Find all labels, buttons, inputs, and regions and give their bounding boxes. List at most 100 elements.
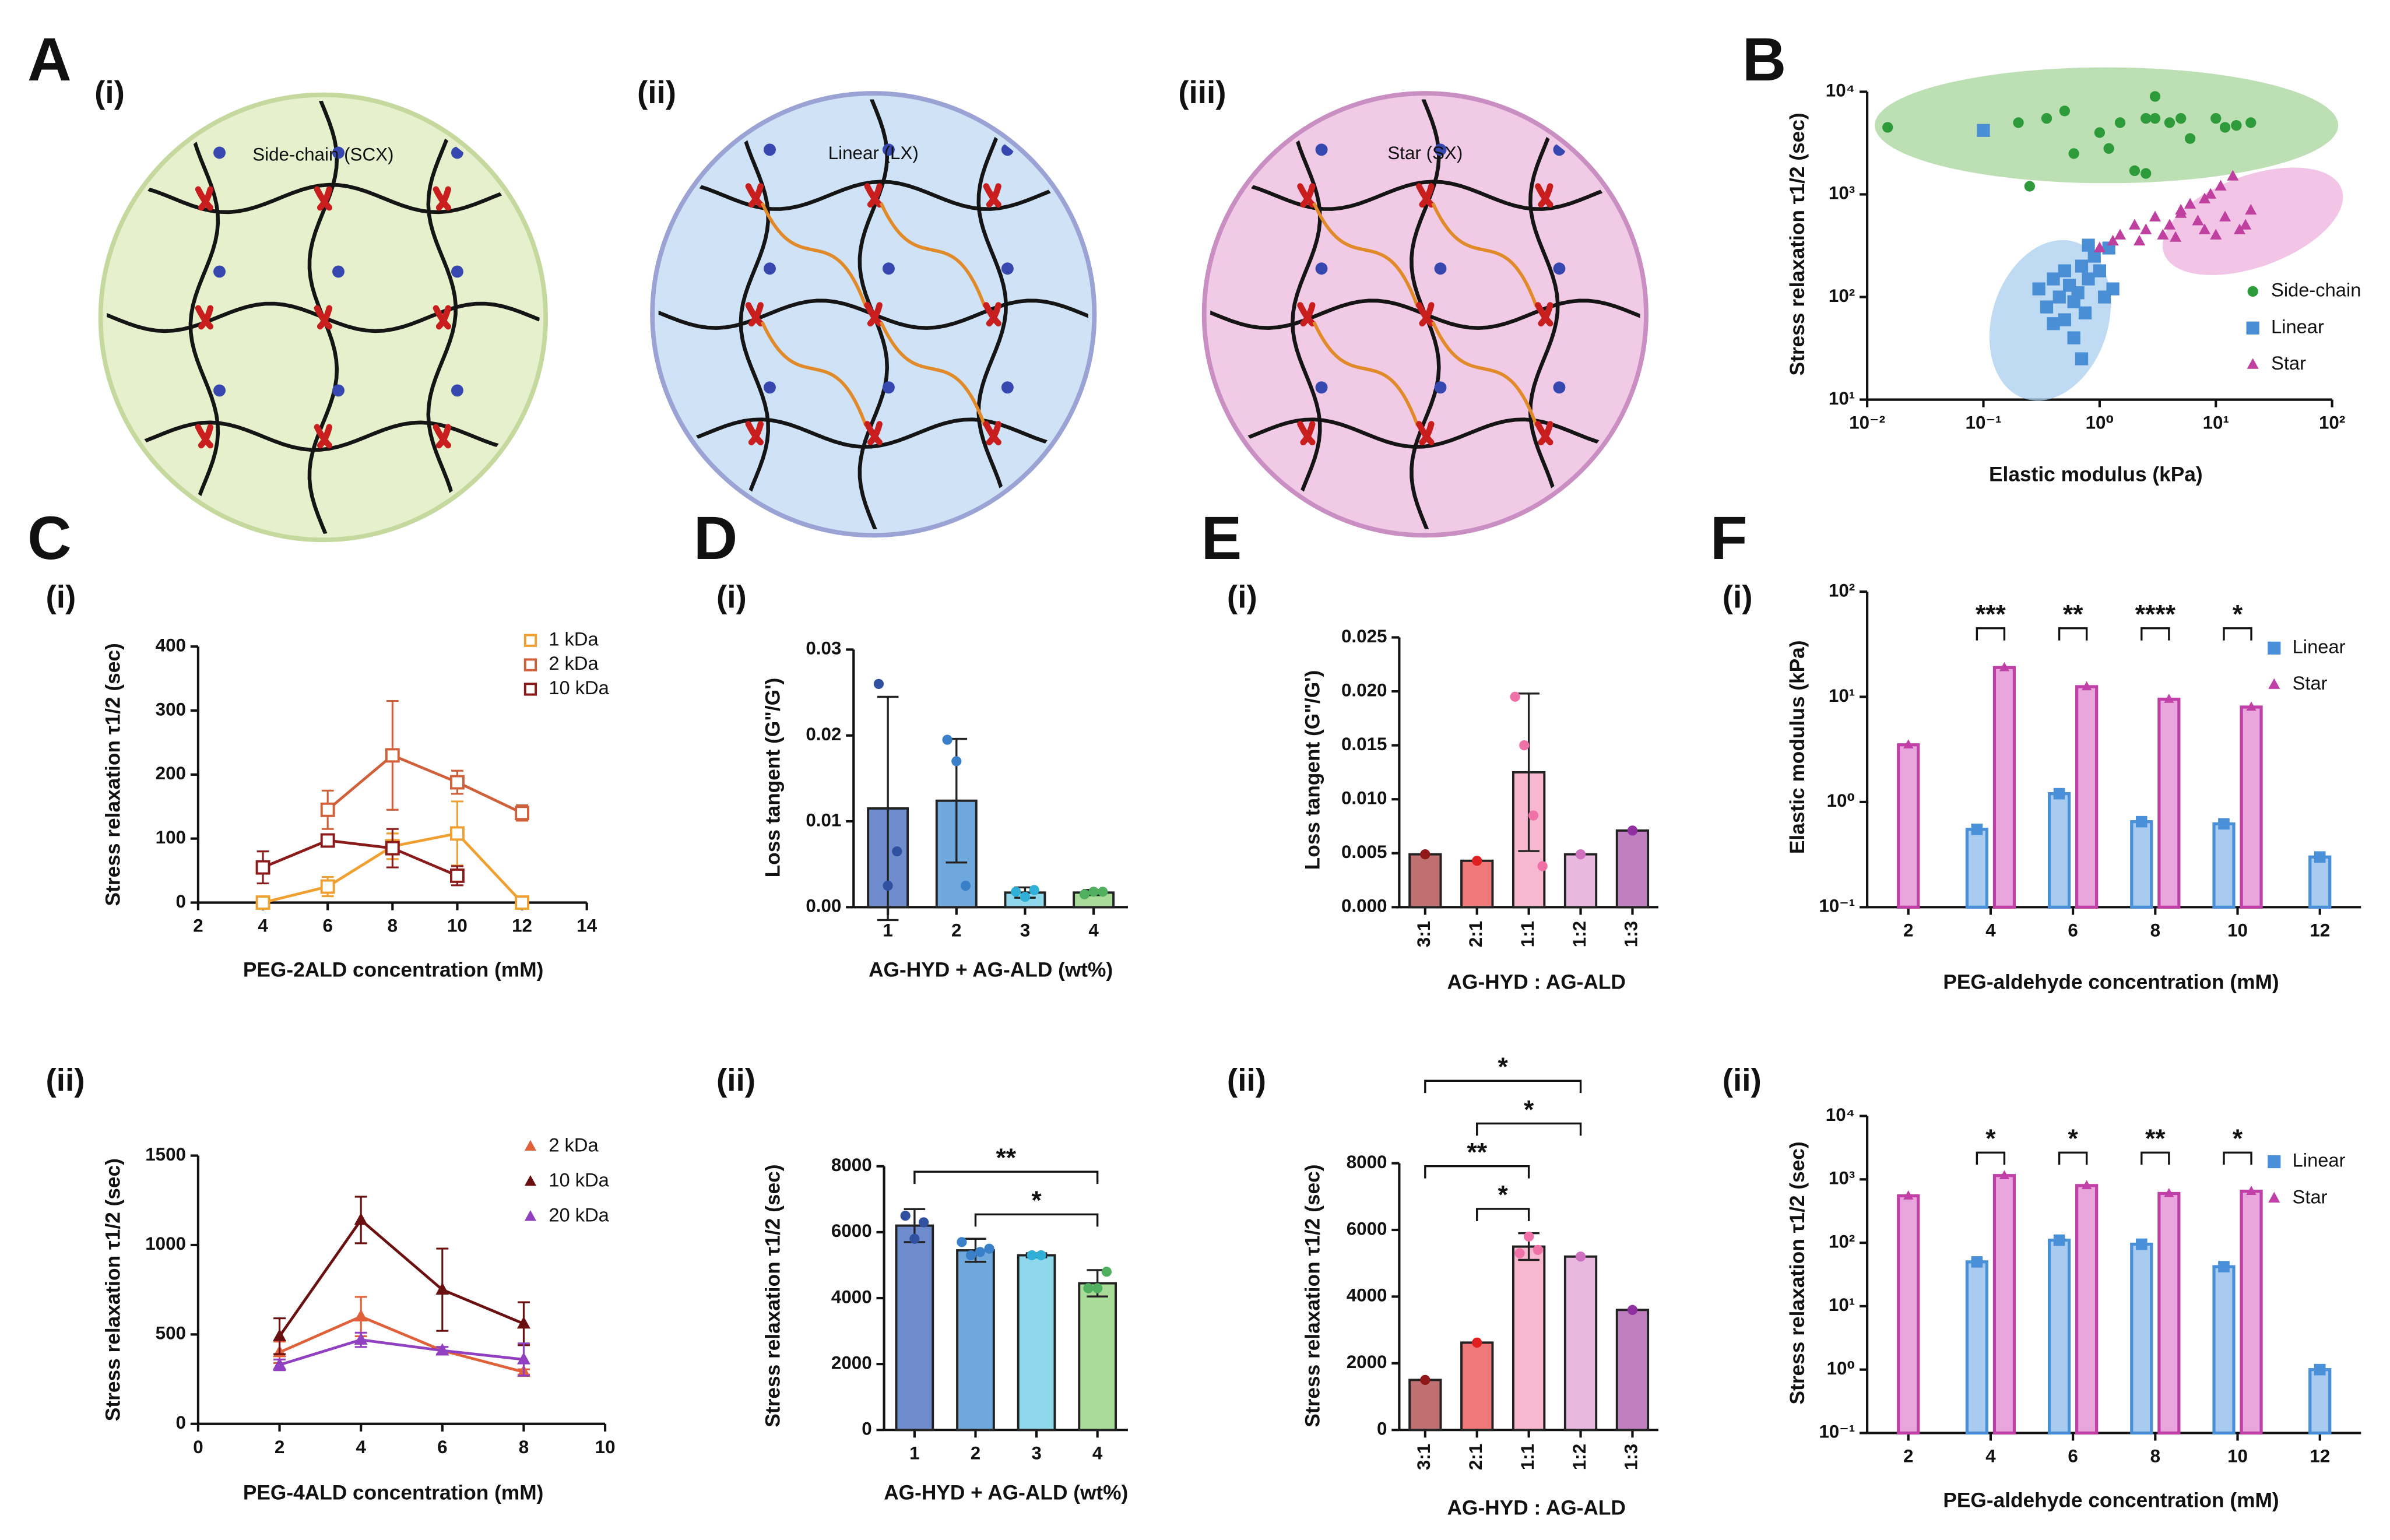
point xyxy=(2175,203,2187,215)
bar xyxy=(2075,1184,2099,1435)
legend-label: 2 kDa xyxy=(549,1134,599,1155)
bar xyxy=(1563,1255,1598,1432)
bar xyxy=(2308,1368,2332,1435)
bar xyxy=(1460,1341,1494,1432)
x-tick-label: 10 xyxy=(2227,1446,2248,1467)
diagram-title: Star (SX) xyxy=(1387,143,1463,163)
significance-bracket xyxy=(2223,1151,2252,1165)
y-tick-label: 10⁴ xyxy=(1826,80,1855,101)
series-line xyxy=(262,839,458,877)
node-dot xyxy=(1315,143,1328,156)
sub-label: (ii) xyxy=(716,1062,755,1098)
x-tick-label: 2 xyxy=(275,1437,284,1457)
bar-cap-marker xyxy=(2082,1180,2092,1190)
data-point xyxy=(909,1233,920,1244)
y-axis-label: Stress relaxation τ1/2 (sec) xyxy=(1786,112,1809,375)
point xyxy=(2106,282,2120,296)
data-point xyxy=(975,1247,985,1257)
x-tick-label: 2 xyxy=(951,920,961,940)
bar xyxy=(2075,685,2099,909)
x-tick-label: 12 xyxy=(2310,1446,2330,1467)
cluster-ellipse xyxy=(1875,67,2339,184)
x-axis-label: AG-HYD : AG-ALD xyxy=(1447,1497,1626,1520)
y-tick-label: 10¹ xyxy=(1829,1295,1855,1315)
crosslink xyxy=(864,421,883,446)
x-tick-label: 14 xyxy=(577,916,597,936)
x-tick-label: 10⁻¹ xyxy=(1966,413,2002,433)
significance-bracket xyxy=(1976,1151,2006,1165)
data-point xyxy=(1627,825,1638,836)
x-tick-label: 1 xyxy=(909,1443,919,1463)
point xyxy=(2141,168,2152,179)
legend-marker xyxy=(524,1175,537,1186)
data-point xyxy=(1472,856,1482,866)
series-line xyxy=(279,1315,525,1374)
legend-label: 10 kDa xyxy=(549,1169,609,1191)
legend-marker xyxy=(2268,641,2281,655)
sub-label: (ii) xyxy=(1723,1062,1762,1098)
diagram-label: (i) xyxy=(94,74,125,110)
chain xyxy=(658,417,1088,449)
point xyxy=(2114,117,2126,128)
point xyxy=(2164,117,2175,128)
x-axis-label: PEG-aldehyde concentration (mM) xyxy=(1943,971,2279,993)
significance-label: ** xyxy=(2145,1124,2166,1153)
x-tick-label: 10² xyxy=(2319,413,2345,433)
point xyxy=(2075,352,2089,365)
x-tick-label: 6 xyxy=(2068,920,2078,940)
panel-letter: F xyxy=(1710,504,1748,572)
series-line xyxy=(278,1218,525,1337)
point xyxy=(2210,112,2222,124)
x-tick-label: 12 xyxy=(512,916,532,936)
panel-letter: E xyxy=(1201,504,1242,572)
data-point xyxy=(1537,861,1548,871)
legend-marker xyxy=(524,1140,537,1151)
sub-label: (i) xyxy=(716,579,747,615)
bar-cap-marker xyxy=(2082,681,2092,691)
y-tick-label: 0 xyxy=(176,891,186,912)
y-axis-label: Loss tangent (G"/G') xyxy=(762,678,785,878)
y-tick-label: 2000 xyxy=(1347,1352,1387,1372)
bar xyxy=(2240,705,2263,909)
legend-marker xyxy=(2247,286,2258,297)
y-axis-label: Loss tangent (G"/G') xyxy=(1301,670,1324,870)
crosslink xyxy=(983,183,1001,208)
point xyxy=(2163,219,2175,230)
x-tick-label: 2:1 xyxy=(1465,921,1486,947)
significance-label: * xyxy=(2068,1124,2078,1153)
point xyxy=(515,895,529,910)
chain xyxy=(107,182,540,215)
bar xyxy=(2240,1190,2263,1435)
data-point xyxy=(1027,1250,1037,1261)
point xyxy=(2175,112,2187,124)
data-point xyxy=(1528,810,1539,821)
x-tick-label: 2 xyxy=(193,916,203,936)
crosslink xyxy=(314,186,333,211)
y-tick-label: 6000 xyxy=(1347,1218,1387,1239)
panel-letter: C xyxy=(27,504,72,572)
data-point xyxy=(873,678,884,689)
linker xyxy=(879,321,986,427)
data-point xyxy=(1533,1244,1543,1255)
node-dot xyxy=(332,384,345,397)
x-tick-label: 1:1 xyxy=(1517,1444,1538,1470)
point xyxy=(354,1309,368,1322)
bar xyxy=(1460,859,1494,909)
node-dot xyxy=(451,384,463,397)
point xyxy=(2032,282,2045,296)
y-tick-label: 0 xyxy=(1377,1418,1387,1439)
linker xyxy=(760,321,867,427)
significance-bracket xyxy=(2141,627,2170,641)
significance-bracket xyxy=(1476,1208,1530,1221)
data-point xyxy=(1627,1305,1638,1315)
point xyxy=(2093,264,2106,277)
crosslink xyxy=(1297,421,1316,446)
chain xyxy=(976,99,1008,529)
point xyxy=(2129,165,2141,177)
point xyxy=(2140,223,2152,234)
node-dot xyxy=(1434,143,1447,156)
x-tick-label: 10 xyxy=(2227,920,2248,940)
significance-label: * xyxy=(1985,1124,1996,1153)
point xyxy=(2240,219,2252,230)
